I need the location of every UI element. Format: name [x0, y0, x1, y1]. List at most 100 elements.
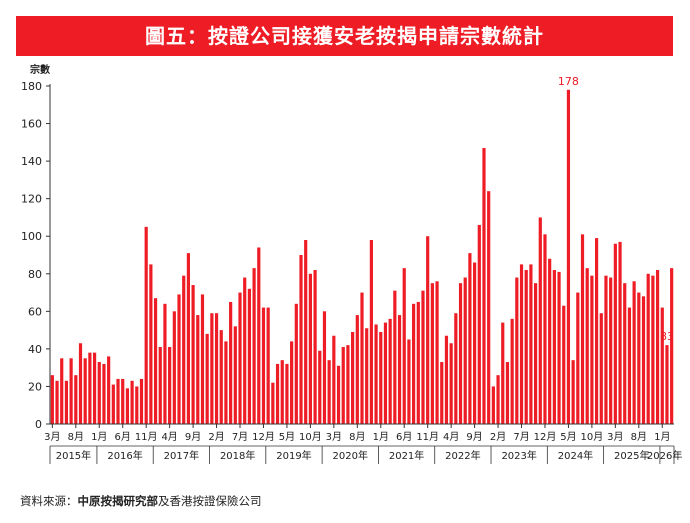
bar — [224, 341, 228, 424]
bar — [379, 331, 383, 424]
bar — [412, 303, 416, 424]
bar — [487, 191, 491, 424]
bar — [562, 305, 566, 424]
source-bold: 中原按揭研究部 — [77, 494, 159, 508]
x-tick-label: 9月 — [466, 431, 482, 443]
source-note: 資料來源：中原按揭研究部及香港按證保險公司 — [20, 493, 262, 509]
bar — [655, 270, 660, 424]
year-label: 2020年 — [333, 449, 368, 462]
bar — [557, 271, 561, 424]
bar — [111, 384, 115, 424]
bar — [548, 258, 552, 424]
bar — [200, 294, 205, 424]
bar — [243, 277, 247, 424]
y-tick-label: 40 — [28, 343, 42, 356]
year-label: 2019年 — [276, 449, 311, 462]
bar — [632, 281, 636, 424]
bar — [102, 363, 106, 424]
bar — [341, 347, 345, 424]
bar — [552, 270, 556, 424]
x-tick-label: 5月 — [279, 431, 295, 443]
bar — [116, 378, 120, 424]
year-label: 2018年 — [220, 449, 255, 462]
bar — [163, 303, 167, 424]
x-tick-label: 2月 — [208, 431, 224, 443]
bar — [290, 341, 294, 424]
bar — [275, 363, 280, 424]
bar — [355, 315, 359, 424]
data-label: 178 — [558, 75, 579, 88]
bar — [618, 241, 622, 424]
bar — [280, 360, 284, 424]
bar — [313, 270, 317, 424]
bar — [210, 313, 214, 424]
bar — [416, 301, 420, 424]
bar — [125, 388, 130, 424]
source-prefix: 資料來源： — [20, 494, 78, 508]
bar — [529, 264, 533, 424]
bar — [407, 339, 411, 424]
bar — [585, 268, 589, 424]
bar — [463, 277, 467, 424]
bar — [97, 362, 101, 424]
bar — [543, 234, 547, 424]
bar — [524, 270, 528, 424]
y-tick-label: 120 — [21, 193, 42, 206]
bar — [83, 358, 87, 424]
bar — [252, 268, 256, 424]
bar — [144, 226, 148, 424]
bar — [257, 247, 261, 424]
bar — [430, 283, 434, 424]
x-tick-label: 8月 — [68, 431, 84, 443]
bar — [191, 285, 195, 424]
bar — [660, 307, 664, 424]
bar — [233, 326, 237, 424]
x-tick-label: 6月 — [115, 431, 131, 443]
bar — [646, 273, 650, 424]
bar — [496, 375, 500, 424]
year-label: 2022年 — [445, 449, 480, 462]
y-tick-label: 60 — [28, 305, 42, 318]
year-label: 2024年 — [558, 449, 593, 462]
bar — [294, 303, 298, 424]
bar — [182, 275, 186, 424]
bar — [388, 318, 392, 424]
y-tick-label: 160 — [21, 118, 42, 131]
bar — [229, 301, 233, 424]
bar — [308, 273, 312, 424]
bar — [158, 347, 162, 424]
bar — [285, 363, 289, 424]
bar — [78, 343, 83, 424]
bar — [149, 264, 153, 424]
x-tick-label: 11月 — [416, 431, 439, 443]
x-tick-label: 9月 — [185, 431, 201, 443]
bar — [374, 324, 378, 424]
bar — [594, 238, 599, 424]
bar — [519, 264, 524, 424]
bar — [590, 275, 594, 424]
bar — [393, 290, 397, 424]
bar — [454, 313, 458, 424]
bar — [130, 380, 134, 424]
bar — [196, 315, 200, 424]
bar — [60, 358, 64, 424]
x-tick-label: 3月 — [44, 431, 60, 443]
bar — [50, 375, 54, 424]
bar — [299, 255, 303, 424]
bar — [613, 243, 617, 424]
bar — [214, 313, 219, 424]
bar — [609, 277, 613, 424]
bar — [177, 294, 181, 424]
year-label: 2015年 — [56, 449, 91, 462]
bar — [491, 386, 495, 424]
bar — [402, 268, 406, 424]
bar — [107, 356, 111, 424]
bar — [69, 358, 73, 424]
year-label: 2026年 — [647, 449, 682, 462]
bar — [576, 292, 580, 424]
x-tick-label: 11月 — [135, 431, 158, 443]
bar — [501, 322, 505, 424]
source-suffix: 及香港按證保險公司 — [158, 494, 262, 508]
x-tick-label: 1月 — [373, 431, 389, 443]
